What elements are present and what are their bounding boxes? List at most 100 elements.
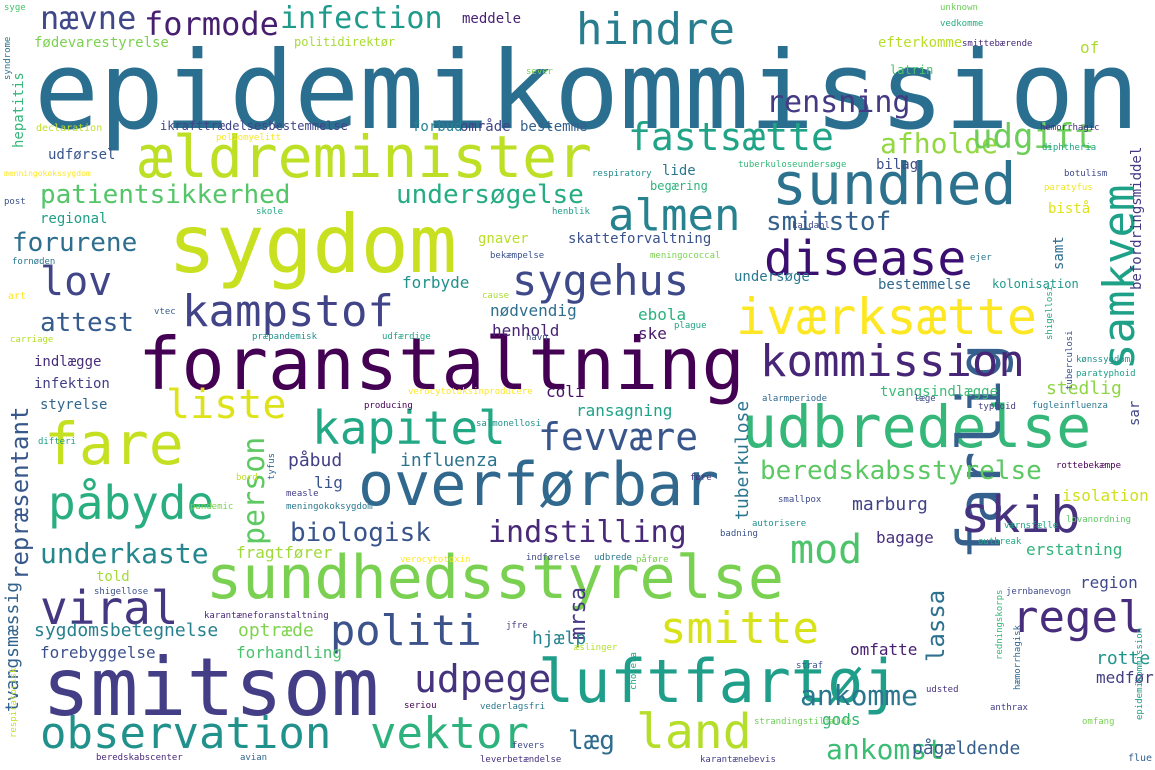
word: sundhedsstyrelse: [206, 543, 784, 613]
word: lide: [662, 163, 696, 179]
word: poliomyelitt: [216, 133, 282, 143]
word: udfærdige: [382, 332, 431, 342]
word: forurene: [12, 228, 138, 258]
word: biologisk: [290, 518, 431, 548]
word: almen: [608, 190, 741, 241]
word: kolonisation: [992, 277, 1079, 291]
word: respiratory: [592, 169, 652, 179]
word: medfør: [1096, 668, 1154, 687]
word: shigellosi: [1045, 285, 1055, 340]
word: regel: [1012, 592, 1145, 643]
word: smittebærende: [962, 39, 1033, 49]
word: undersøge: [734, 269, 810, 285]
word: typhoid: [978, 402, 1016, 412]
word: menningokokssygdom: [4, 169, 91, 178]
word: efterkomme: [878, 35, 963, 51]
word: sygdomsbetegnelse: [34, 620, 219, 641]
word: underkaste: [40, 537, 209, 570]
word: ske: [638, 324, 667, 343]
word: meddele: [462, 11, 522, 27]
word: seriou: [404, 701, 437, 711]
word: vederlagsfri: [480, 702, 546, 712]
word: liste: [166, 382, 287, 428]
word: begæring: [650, 179, 708, 193]
word: indstilling: [488, 515, 687, 550]
word: ældreminister: [138, 123, 592, 191]
word: anthrax: [990, 703, 1028, 713]
word: indførelse: [526, 553, 581, 563]
word: karantænebevis: [700, 755, 776, 765]
word: indlægge: [34, 354, 102, 370]
word: shigellose: [94, 587, 149, 597]
word: bagage: [876, 528, 934, 547]
word: politi: [330, 606, 482, 655]
word: patientsikkerhed: [40, 180, 291, 210]
word: nævne: [40, 0, 137, 37]
word: overførbar: [358, 450, 720, 520]
word: land: [636, 704, 752, 760]
word: syndrome: [3, 36, 13, 80]
word: marburg: [852, 494, 928, 515]
word: unknown: [940, 3, 978, 13]
word: sar: [1127, 400, 1143, 426]
word: henhold: [492, 321, 560, 340]
word: fugleinfluenza: [1032, 401, 1108, 411]
word: æslinger: [574, 643, 618, 653]
word: flue: [1128, 753, 1153, 764]
word: ebola: [638, 305, 687, 324]
word: læg: [568, 726, 615, 756]
word: epidemikommission: [34, 29, 1140, 154]
word: meningokoksygdom: [286, 502, 373, 512]
word: declaration: [36, 123, 103, 134]
word: ikrafttrædelsesbestemmelse: [160, 119, 348, 133]
word: infektion: [34, 376, 110, 392]
word: fevvære: [538, 415, 699, 459]
word: diphtheria: [1042, 143, 1097, 153]
word: tuberkulose: [732, 400, 753, 520]
word: henblik: [552, 207, 590, 217]
word: hindre: [576, 4, 735, 55]
word: autorisere: [752, 519, 807, 529]
word: sygdom: [168, 198, 457, 291]
word: skib: [960, 486, 1081, 544]
word: kampstof: [182, 286, 394, 337]
word: lov: [40, 259, 113, 305]
word: bestemmelse: [878, 277, 971, 293]
word: fevers: [512, 741, 545, 751]
word: art: [8, 291, 27, 302]
word: salmonellosi: [476, 419, 542, 429]
word: politidirektør: [294, 35, 396, 49]
word: post: [4, 197, 26, 207]
word: omfang: [1082, 717, 1115, 727]
word: gnaver: [478, 231, 529, 247]
word: lassa: [922, 589, 950, 662]
word: gods: [822, 710, 861, 729]
word: badning: [720, 529, 758, 539]
word: afholde: [880, 127, 999, 160]
word: sygehus: [512, 256, 690, 305]
word: stedlig: [1046, 378, 1122, 399]
word: pågældende: [912, 738, 1021, 759]
word: repræsentant: [6, 406, 34, 580]
word: udgift: [972, 117, 1095, 157]
word: fødevarestyrelse: [34, 35, 169, 51]
word: told: [96, 569, 130, 585]
word: botulism: [1064, 169, 1108, 179]
word: optræde: [238, 620, 314, 641]
word: smitstof: [766, 207, 892, 237]
word: beredskabsstyrelse: [760, 456, 1042, 486]
word: coli: [546, 382, 585, 401]
word: bilag: [876, 157, 919, 173]
word: jfre: [506, 621, 528, 631]
word: rotte: [1096, 648, 1151, 669]
word: producing: [364, 401, 413, 411]
word: erstatning: [1026, 540, 1123, 559]
word: of: [1080, 38, 1100, 57]
word: udførsel: [48, 147, 116, 163]
word: tuberculosi: [1065, 330, 1075, 390]
word: luftfartøj: [538, 647, 900, 717]
word: ejer: [970, 253, 992, 263]
word: føre: [690, 473, 712, 483]
word: alarmperiode: [762, 394, 828, 404]
